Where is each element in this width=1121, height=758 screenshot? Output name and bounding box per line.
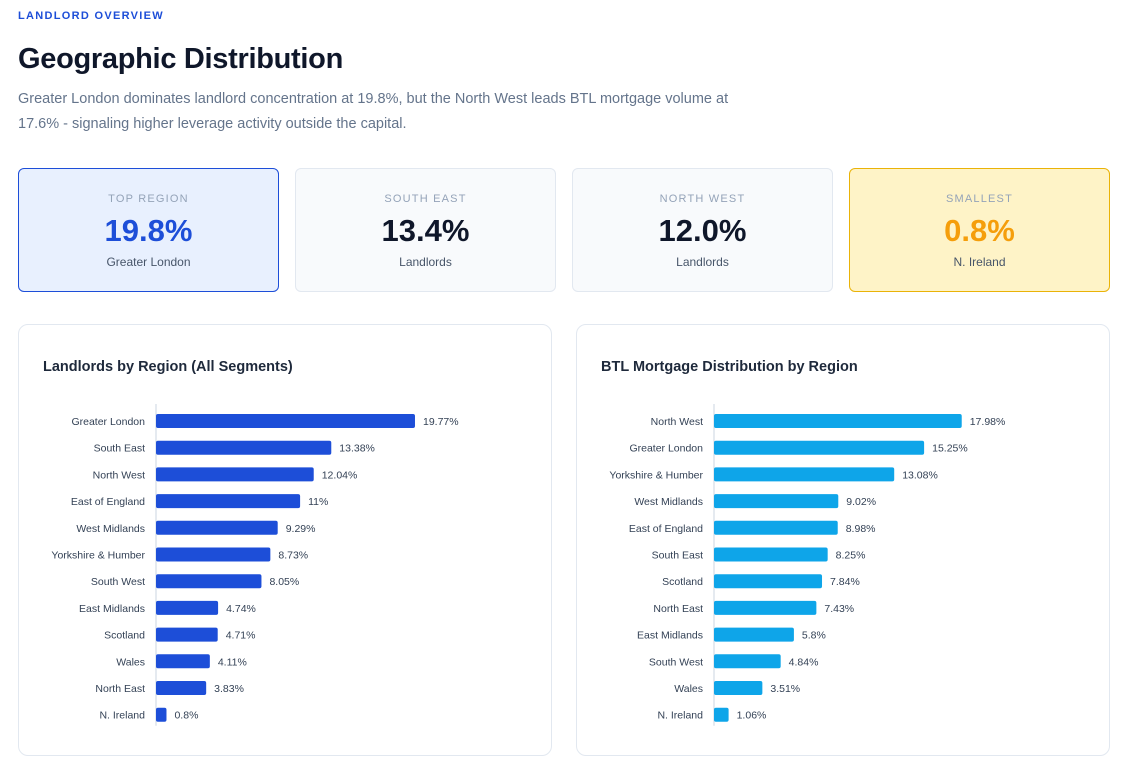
landlords-bar xyxy=(156,654,210,669)
btl-category-label: Wales xyxy=(674,683,703,695)
btl-value-label: 4.84% xyxy=(789,656,819,668)
btl-bar xyxy=(714,547,828,562)
landlords-bar xyxy=(156,574,262,589)
btl-value-label: 15.25% xyxy=(932,443,968,455)
landlords-bar-chart: Greater London 19.77% South East 13.38% Nort… xyxy=(51,404,459,726)
btl-value-label: 8.25% xyxy=(836,550,866,562)
kpi-value: 19.8% xyxy=(104,213,193,248)
chart-title: BTL Mortgage Distribution by Region xyxy=(601,359,858,375)
landlords-bar xyxy=(156,440,332,455)
btl-bar xyxy=(714,681,763,695)
page-title: Geographic Distribution xyxy=(18,43,344,75)
chart-title: Landlords by Region (All Segments) xyxy=(43,359,293,375)
landlords-bar xyxy=(156,467,314,482)
btl-value-label: 9.02% xyxy=(846,496,876,508)
landlords-value-label: 8.05% xyxy=(269,576,299,588)
kpi-value: 12.0% xyxy=(658,213,747,248)
btl-bar xyxy=(714,627,794,642)
btl-value-label: 7.43% xyxy=(824,603,854,615)
btl-bar xyxy=(714,574,823,589)
btl-bar xyxy=(714,467,895,482)
landlords-category-label: N. Ireland xyxy=(99,710,145,722)
landlords-bar xyxy=(156,707,167,722)
btl-category-label: N. Ireland xyxy=(657,710,703,722)
btl-bar-chart: North West 17.98% Greater London 15.25% York… xyxy=(609,404,1006,726)
btl-value-label: 7.84% xyxy=(830,576,860,588)
kpi-value: 0.8% xyxy=(944,213,1015,248)
btl-category-label: North East xyxy=(653,603,703,615)
kpi-label: NORTH WEST xyxy=(659,193,746,205)
btl-category-label: Scotland xyxy=(662,576,703,588)
landlords-category-label: Scotland xyxy=(104,630,145,642)
landlords-value-label: 4.11% xyxy=(218,656,247,668)
btl-value-label: 13.08% xyxy=(902,469,938,481)
btl-category-label: Yorkshire & Humber xyxy=(609,469,703,481)
btl-value-label: 8.98% xyxy=(846,523,876,535)
btl-bar xyxy=(714,654,781,669)
landlords-category-label: West Midlands xyxy=(76,523,145,535)
landlords-bar xyxy=(156,681,207,695)
btl-bar xyxy=(714,600,817,615)
kpi-sublabel: Landlords xyxy=(399,255,452,269)
landlords-value-label: 19.77% xyxy=(423,416,459,428)
btl-value-label: 1.06% xyxy=(737,710,767,722)
btl-bar xyxy=(714,707,729,722)
btl-chart-panel: BTL Mortgage Distribution by Region Nort… xyxy=(576,324,1110,756)
kpi-value: 13.4% xyxy=(381,213,470,248)
btl-bar xyxy=(714,520,838,535)
landlords-category-label: North West xyxy=(93,469,145,481)
btl-category-label: South East xyxy=(652,550,703,562)
landlords-value-label: 4.74% xyxy=(226,603,256,615)
landlords-value-label: 9.29% xyxy=(286,523,316,535)
kpi-sublabel: N. Ireland xyxy=(953,255,1006,269)
landlords-category-label: Wales xyxy=(116,656,145,668)
landlords-value-label: 12.04% xyxy=(322,469,358,481)
kpi-label: TOP REGION xyxy=(108,193,189,205)
landlords-chart-panel: Landlords by Region (All Segments) Great… xyxy=(18,324,552,756)
landlords-category-label: South West xyxy=(91,576,145,588)
landlords-bar xyxy=(156,414,415,428)
landlords-category-label: Greater London xyxy=(71,416,145,428)
kpi-label: SMALLEST xyxy=(945,193,1014,205)
landlords-category-label: South East xyxy=(94,443,145,455)
kpi-card-smallest: SMALLEST 0.8% N. Ireland xyxy=(849,168,1110,292)
landlords-bar xyxy=(156,547,271,562)
landlords-value-label: 11% xyxy=(308,496,328,508)
landlords-bar xyxy=(156,600,219,615)
landlords-bar xyxy=(156,627,218,642)
btl-value-label: 3.51% xyxy=(770,683,800,695)
btl-bar xyxy=(714,414,962,428)
kpi-sublabel: Landlords xyxy=(676,255,729,269)
btl-category-label: East of England xyxy=(629,523,703,535)
kpi-card-south-east: SOUTH EAST 13.4% Landlords xyxy=(295,168,556,292)
landlords-bar xyxy=(156,520,278,535)
kpi-card-north-west: NORTH WEST 12.0% Landlords xyxy=(572,168,833,292)
btl-bar xyxy=(714,494,839,509)
landlords-value-label: 3.83% xyxy=(214,683,244,695)
btl-value-label: 17.98% xyxy=(970,416,1006,428)
btl-category-label: North West xyxy=(651,416,703,428)
landlords-bar xyxy=(156,494,301,509)
kpi-sublabel: Greater London xyxy=(106,255,191,269)
btl-category-label: South West xyxy=(649,656,703,668)
eyebrow-label: LANDLORD OVERVIEW xyxy=(18,10,164,22)
btl-category-label: Greater London xyxy=(629,443,703,455)
btl-category-label: West Midlands xyxy=(634,496,703,508)
btl-value-label: 5.8% xyxy=(802,630,826,642)
kpi-label: SOUTH EAST xyxy=(384,193,467,205)
landlords-value-label: 0.8% xyxy=(174,710,198,722)
landlords-value-label: 4.71% xyxy=(226,630,256,642)
landlords-category-label: East Midlands xyxy=(79,603,145,615)
landlords-category-label: North East xyxy=(95,683,145,695)
landlords-category-label: Yorkshire & Humber xyxy=(51,550,145,562)
btl-category-label: East Midlands xyxy=(637,630,703,642)
kpi-card-top-region: TOP REGION 19.8% Greater London xyxy=(18,168,279,292)
landlords-category-label: East of England xyxy=(71,496,145,508)
landlords-value-label: 8.73% xyxy=(278,550,308,562)
landlords-value-label: 13.38% xyxy=(339,443,375,455)
page-subtitle: Greater London dominates landlord concen… xyxy=(18,91,729,132)
btl-bar xyxy=(714,440,925,455)
